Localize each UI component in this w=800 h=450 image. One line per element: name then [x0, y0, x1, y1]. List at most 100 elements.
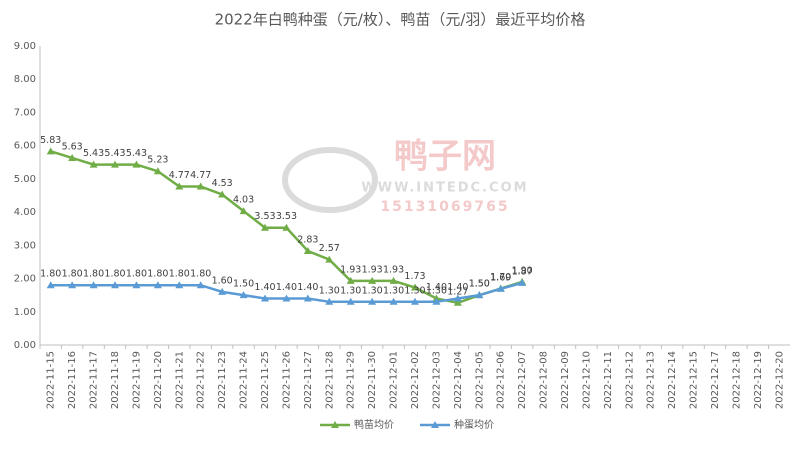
marker: [475, 291, 484, 299]
marker: [175, 281, 184, 289]
marker: [325, 297, 334, 305]
y-tick-label: 6.00: [14, 141, 36, 152]
x-tick-label: 2022-11-28: [324, 351, 335, 409]
watermark-text: 鸭子网: [394, 137, 496, 177]
data-label: 3.53: [254, 211, 275, 222]
marker: [282, 223, 291, 231]
y-tick-label: 4.00: [14, 207, 36, 218]
x-tick-label: 2022-12-12: [624, 351, 635, 409]
marker: [432, 297, 441, 305]
marker: [303, 246, 312, 254]
x-tick-label: 2022-12-17: [710, 351, 721, 409]
marker: [389, 276, 398, 284]
data-label: 2.83: [297, 234, 318, 245]
marker: [218, 287, 227, 295]
x-tick-label: 2022-11-30: [367, 351, 378, 409]
x-tick-label: 2022-11-18: [110, 351, 121, 409]
data-label: 4.77: [190, 170, 211, 181]
data-label: 1.40: [426, 282, 447, 293]
marker: [346, 297, 355, 305]
x-tick-label: 2022-11-25: [260, 351, 271, 409]
marker: [261, 223, 269, 231]
data-label: 1.69: [490, 272, 511, 283]
marker: [261, 294, 269, 302]
data-label: 1.80: [169, 269, 190, 280]
marker: [132, 281, 141, 289]
y-tick-label: 7.00: [14, 107, 36, 118]
marker: [68, 153, 77, 161]
data-label: 1.30: [404, 285, 425, 296]
data-label: 5.43: [83, 148, 104, 159]
marker: [218, 190, 227, 198]
watermark-logo: [282, 147, 378, 213]
x-tick-label: 2022-12-15: [689, 351, 700, 409]
x-tick-label: 2022-12-20: [774, 351, 785, 409]
x-tick-label: 2022-11-24: [239, 351, 250, 409]
x-tick-label: 2022-12-06: [496, 351, 507, 409]
y-tick-label: 2.00: [14, 274, 36, 285]
x-tick-label: 2022-11-17: [89, 351, 100, 409]
marker: [496, 284, 505, 292]
marker: [389, 297, 398, 305]
x-tick-label: 2022-12-19: [753, 351, 764, 409]
x-tick-label: 2022-12-07: [517, 351, 528, 409]
x-tick-label: 2022-12-18: [731, 351, 742, 409]
marker: [282, 294, 291, 302]
x-tick-label: 2022-12-14: [667, 351, 678, 409]
x-tick-label: 2022-12-10: [581, 351, 592, 409]
x-tick-label: 2022-11-20: [153, 351, 164, 409]
x-tick-label: 2022-11-27: [303, 351, 314, 409]
data-label: 1.40: [254, 282, 275, 293]
marker: [196, 281, 205, 289]
data-label: 5.63: [62, 141, 83, 152]
data-label: 5.43: [126, 148, 147, 159]
legend-marker: [331, 421, 339, 428]
data-label: 1.90: [512, 265, 533, 276]
x-tick-label: 2022-11-19: [131, 351, 142, 409]
marker: [368, 297, 377, 305]
marker: [325, 255, 334, 263]
data-label: 1.40: [297, 282, 318, 293]
data-label: 1.80: [147, 269, 168, 280]
data-label: 1.80: [40, 269, 61, 280]
x-tick-label: 2022-11-21: [174, 351, 185, 409]
y-tick-label: 1.00: [14, 307, 36, 318]
y-tick-label: 9.00: [14, 41, 36, 52]
marker: [111, 281, 119, 289]
marker: [346, 276, 355, 284]
data-label: 1.30: [319, 285, 340, 296]
marker: [303, 294, 312, 302]
x-tick-label: 2022-11-23: [217, 351, 228, 409]
data-label: 4.03: [233, 195, 254, 206]
x-tick-label: 2022-12-01: [389, 351, 400, 409]
legend-label: 种蛋均价: [454, 418, 494, 431]
marker: [411, 297, 419, 305]
marker: [239, 207, 248, 215]
data-label: 3.53: [276, 211, 297, 222]
data-label: 1.80: [190, 269, 211, 280]
chart-title: 2022年白鸭种蛋（元/枚）、鸭苗（元/羽）最近平均价格: [215, 11, 586, 29]
data-label: 1.93: [362, 264, 383, 275]
data-label: 1.50: [469, 279, 490, 290]
marker: [153, 167, 162, 175]
legend-marker: [431, 421, 439, 428]
y-tick-label: 5.00: [14, 174, 36, 185]
marker: [89, 160, 98, 168]
marker: [239, 291, 248, 299]
marker: [111, 160, 119, 168]
data-label: 2.57: [319, 243, 340, 254]
marker: [196, 182, 205, 190]
marker: [453, 298, 462, 306]
data-label: 4.53: [212, 178, 233, 189]
marker: [453, 294, 462, 302]
watermark: 鸭子网 WWW.INTEDC.COM 15131069765: [282, 137, 527, 215]
marker: [518, 278, 527, 286]
data-label: 1.93: [340, 264, 361, 275]
data-label: 1.30: [362, 285, 383, 296]
marker: [153, 281, 162, 289]
marker: [46, 147, 55, 155]
x-tick-label: 2022-12-13: [646, 351, 657, 409]
data-label: 1.27: [447, 286, 468, 297]
x-tick-label: 2022-12-04: [453, 351, 464, 409]
